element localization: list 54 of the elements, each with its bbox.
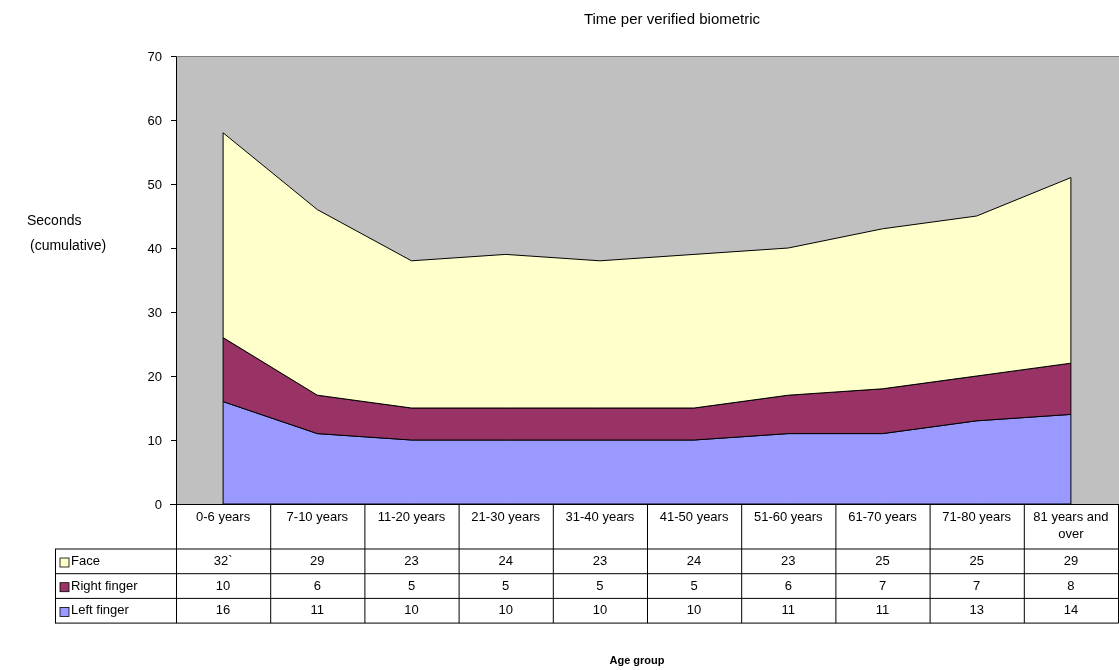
data-label: 14 xyxy=(1063,602,1079,618)
data-label: 5 xyxy=(690,577,698,593)
data-label: 5 xyxy=(502,577,510,593)
data-label: 29 xyxy=(310,553,325,568)
data-label: 10 xyxy=(592,602,608,618)
data-label: 5 xyxy=(407,577,416,593)
data-label: 29 xyxy=(1063,553,1079,568)
data-label: 11 xyxy=(310,602,325,618)
data-label: 11 xyxy=(781,602,796,618)
x-tick-label: 41-50 years xyxy=(659,509,729,524)
y-tick-label: 30 xyxy=(147,304,162,320)
data-label: 16 xyxy=(215,602,231,618)
text: Age group xyxy=(609,654,665,666)
y-tick-label: 20 xyxy=(147,368,162,384)
x-tick-label: 31-40 years xyxy=(565,509,635,524)
x-tick-label: 51-60 years xyxy=(753,509,824,524)
data-label: 24 xyxy=(686,553,702,568)
data-label: 5 xyxy=(596,577,604,593)
data-label: 23 xyxy=(592,553,608,568)
x-tick-label: 81 years and over xyxy=(1033,509,1109,541)
data-label: 10 xyxy=(686,602,702,618)
y-tick-label: 70 xyxy=(147,48,162,64)
data-label: 10 xyxy=(498,602,513,618)
legend-label: Face xyxy=(71,553,100,568)
legend-label: Right finger xyxy=(71,577,139,593)
data-label: 7 xyxy=(878,577,887,593)
y-axis-title: Seconds (cumulative) xyxy=(27,212,107,253)
chart-title: Time per verified biometric xyxy=(583,10,761,27)
data-label: 32` xyxy=(213,553,233,568)
y-tick-label: 40 xyxy=(147,240,162,256)
y-tick-label: 50 xyxy=(147,176,162,192)
data-label: 23 xyxy=(404,553,419,568)
y-tick-label: 60 xyxy=(147,112,162,128)
legend-label: Left finger xyxy=(71,602,130,618)
x-tick-label: 0-6 years xyxy=(196,509,251,524)
data-label: 6 xyxy=(313,577,321,593)
data-label: 25 xyxy=(969,553,984,568)
data-label: 23 xyxy=(781,553,796,568)
data-label: 7 xyxy=(973,577,981,593)
data-label: 10 xyxy=(215,577,231,593)
x-tick-label: 7-10 years xyxy=(286,509,349,524)
data-label: 13 xyxy=(969,602,984,618)
x-tick-label: 21-30 years xyxy=(471,509,541,524)
data-label: 25 xyxy=(875,553,890,568)
data-label: 6 xyxy=(784,577,792,593)
y-tick-label: 10 xyxy=(147,432,162,448)
data-label: 10 xyxy=(404,602,419,618)
data-label: 8 xyxy=(1067,577,1075,593)
y-tick-label: 0 xyxy=(154,496,162,512)
data-label: 24 xyxy=(498,553,513,568)
x-tick-label: 11-20 years xyxy=(377,509,446,524)
data-label: 11 xyxy=(875,602,890,618)
x-tick-label: 61-70 years xyxy=(848,509,918,524)
x-tick-label: 71-80 years xyxy=(942,509,1012,524)
